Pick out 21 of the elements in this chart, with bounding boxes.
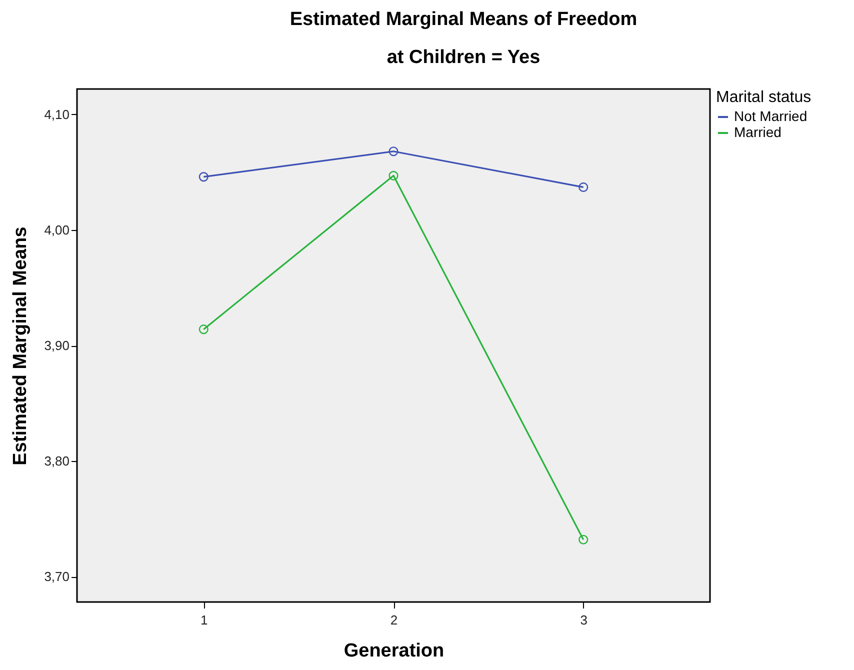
y-tick-label: 4,10 (44, 106, 70, 122)
y-tick-label: 3,70 (44, 569, 70, 584)
y-tick-label: 3,90 (44, 338, 70, 353)
point (578, 182, 588, 192)
x-tick-label: 3 (580, 612, 588, 628)
x-tick-label: 2 (390, 612, 398, 628)
point (198, 172, 208, 182)
y-tick-label: 4,00 (44, 222, 70, 238)
point (198, 324, 208, 334)
x-tick-label: 1 (200, 612, 208, 628)
point (578, 534, 588, 544)
point (388, 146, 398, 156)
legend-label: Married (734, 124, 782, 140)
text: Estimated Marginal Means of Freedom (290, 9, 638, 30)
x-axis-title: Generation (344, 640, 444, 662)
legend-title: Marital status (716, 89, 812, 106)
y-axis-title: Estimated Marginal Means (10, 226, 32, 466)
text: at Children = Yes (386, 47, 540, 68)
point (388, 170, 398, 180)
legend-label: Not Married (734, 108, 808, 124)
y-tick-label: 3,80 (44, 454, 70, 469)
